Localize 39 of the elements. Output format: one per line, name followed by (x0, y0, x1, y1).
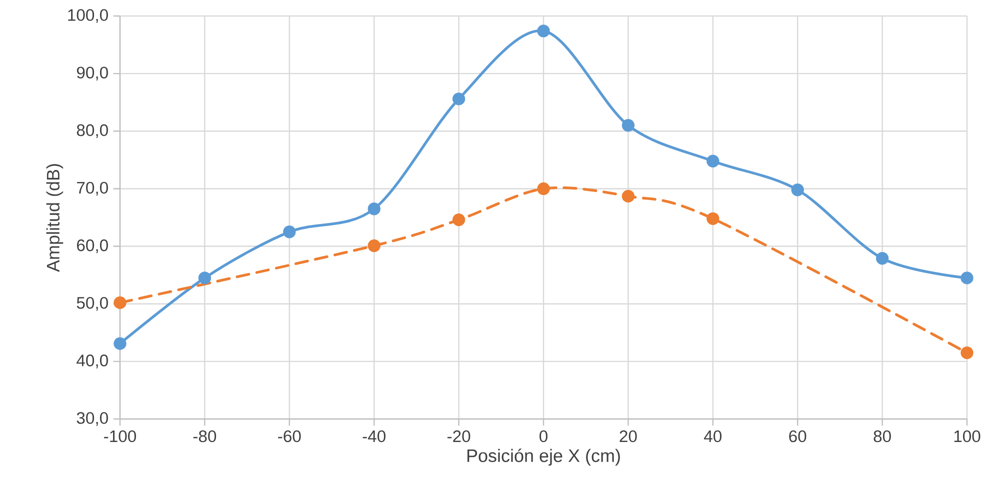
point (960, 272, 974, 284)
point (368, 202, 380, 216)
point (368, 239, 380, 252)
y-axis-title: Amplitud (dB) (46, 164, 64, 272)
y-tick-label: 70,0 (77, 182, 108, 196)
y-tick-label: 80,0 (76, 124, 108, 138)
point (622, 190, 635, 203)
x-tick-label: -60 (278, 430, 301, 442)
y-tick-label: 90,0 (76, 66, 108, 80)
x-tick-label: -20 (447, 430, 470, 442)
point (452, 92, 466, 106)
point (114, 337, 126, 350)
x-tick-label: 20 (620, 430, 637, 442)
y-tick-label: 40,0 (76, 354, 108, 368)
point (537, 24, 550, 38)
y-tick-label: 30,0 (76, 412, 108, 426)
point (283, 226, 296, 238)
x-tick-label: 40 (704, 430, 722, 442)
point (622, 119, 635, 132)
x-tick-label: -40 (362, 430, 386, 442)
x-tick-label: -80 (193, 430, 216, 442)
y-tick-label: 50,0 (76, 296, 108, 311)
x-tick-label: 80 (874, 430, 891, 442)
x-tick-label: -100 (104, 430, 136, 442)
point (791, 184, 804, 196)
point (960, 346, 974, 360)
point (876, 252, 889, 265)
point (537, 182, 550, 196)
x-tick-label: 0 (540, 430, 548, 442)
point (114, 296, 126, 310)
point (706, 212, 720, 225)
x-axis-title: Posición eje X (cm) (467, 448, 620, 466)
x-tick-label: 60 (789, 430, 806, 442)
point (198, 272, 212, 284)
point (706, 154, 720, 168)
x-tick-label: 100 (954, 430, 980, 442)
point (452, 213, 466, 226)
y-tick-label: 60,0 (77, 239, 108, 254)
y-tick-label: 100,0 (68, 9, 108, 23)
